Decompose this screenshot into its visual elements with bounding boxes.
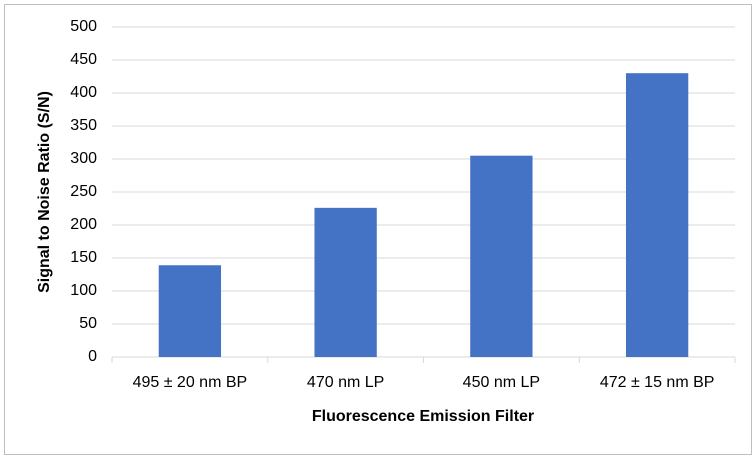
y-tick-label: 450 <box>70 51 97 68</box>
y-tick-label: 200 <box>70 216 97 233</box>
y-tick-label: 250 <box>70 183 97 200</box>
x-tick-label: 472 ± 15 nm BP <box>600 374 715 391</box>
bar <box>470 155 533 357</box>
bar <box>158 265 222 357</box>
x-axis-title: Fluorescence Emission Filter <box>312 408 534 425</box>
y-tick-label: 500 <box>70 18 97 35</box>
y-tick-label: 150 <box>70 249 97 266</box>
y-tick-label: 350 <box>70 117 97 134</box>
y-axis-title: Signal to Noise Ratio (S/N) <box>36 91 53 293</box>
y-tick-label: 100 <box>70 282 97 299</box>
y-tick-label: 50 <box>79 315 97 332</box>
bar <box>314 207 377 357</box>
y-tick-label: 0 <box>88 348 97 365</box>
x-tick-label: 470 nm LP <box>307 374 384 391</box>
x-tick-label: 495 ± 20 nm BP <box>133 374 248 391</box>
y-tick-label: 400 <box>70 84 97 101</box>
x-tick-label: 450 nm LP <box>463 374 540 391</box>
y-tick-label: 300 <box>70 150 97 167</box>
bar <box>625 73 689 357</box>
